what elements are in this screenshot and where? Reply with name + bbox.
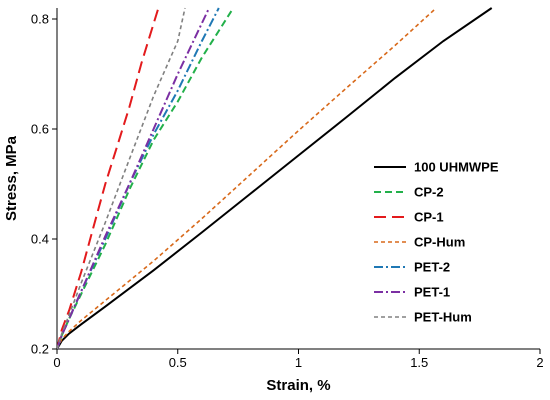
legend-label: PET-1 [414, 285, 450, 300]
legend-label: CP-1 [414, 210, 444, 225]
series-line-pet-1 [57, 7, 211, 349]
x-tick-label: 0 [53, 355, 60, 370]
plot-area: 0 0.5 1 1.5 2 0.2 0.4 0.6 0.8 [31, 7, 544, 370]
legend-label: CP-2 [414, 185, 444, 200]
y-tick-label: 0.6 [31, 122, 49, 137]
legend-label: PET-Hum [414, 310, 472, 325]
x-tick-label: 2 [536, 355, 543, 370]
x-axis-label: Strain, % [266, 377, 330, 394]
y-ticks: 0.2 0.4 0.6 0.8 [31, 12, 57, 357]
legend-label: PET-2 [414, 260, 450, 275]
legend-label: 100 UHMWPE [414, 160, 499, 175]
y-axis-label: Stress, MPa [3, 135, 20, 221]
series-line-cp-1 [57, 7, 160, 349]
x-tick-label: 1 [295, 355, 302, 370]
y-tick-label: 0.4 [31, 232, 49, 247]
x-tick-label: 0.5 [169, 355, 187, 370]
x-tick-label: 1.5 [410, 355, 428, 370]
series-line-100-uhmwpe [57, 7, 493, 349]
legend: 100 UHMWPE CP-2 CP-1 CP-Hum PET-2 PET-1 PET-Hu… [374, 160, 499, 325]
series-line-cp-2 [57, 7, 235, 349]
y-tick-label: 0.8 [31, 12, 49, 27]
legend-label: CP-Hum [414, 235, 465, 250]
x-ticks: 0 0.5 1 1.5 2 [53, 349, 544, 370]
series-line-pet-hum [57, 7, 186, 349]
series-line-cp-hum [57, 7, 437, 349]
series-layer [57, 7, 493, 349]
series-line-pet-2 [57, 7, 220, 349]
y-tick-label: 0.2 [31, 342, 49, 357]
